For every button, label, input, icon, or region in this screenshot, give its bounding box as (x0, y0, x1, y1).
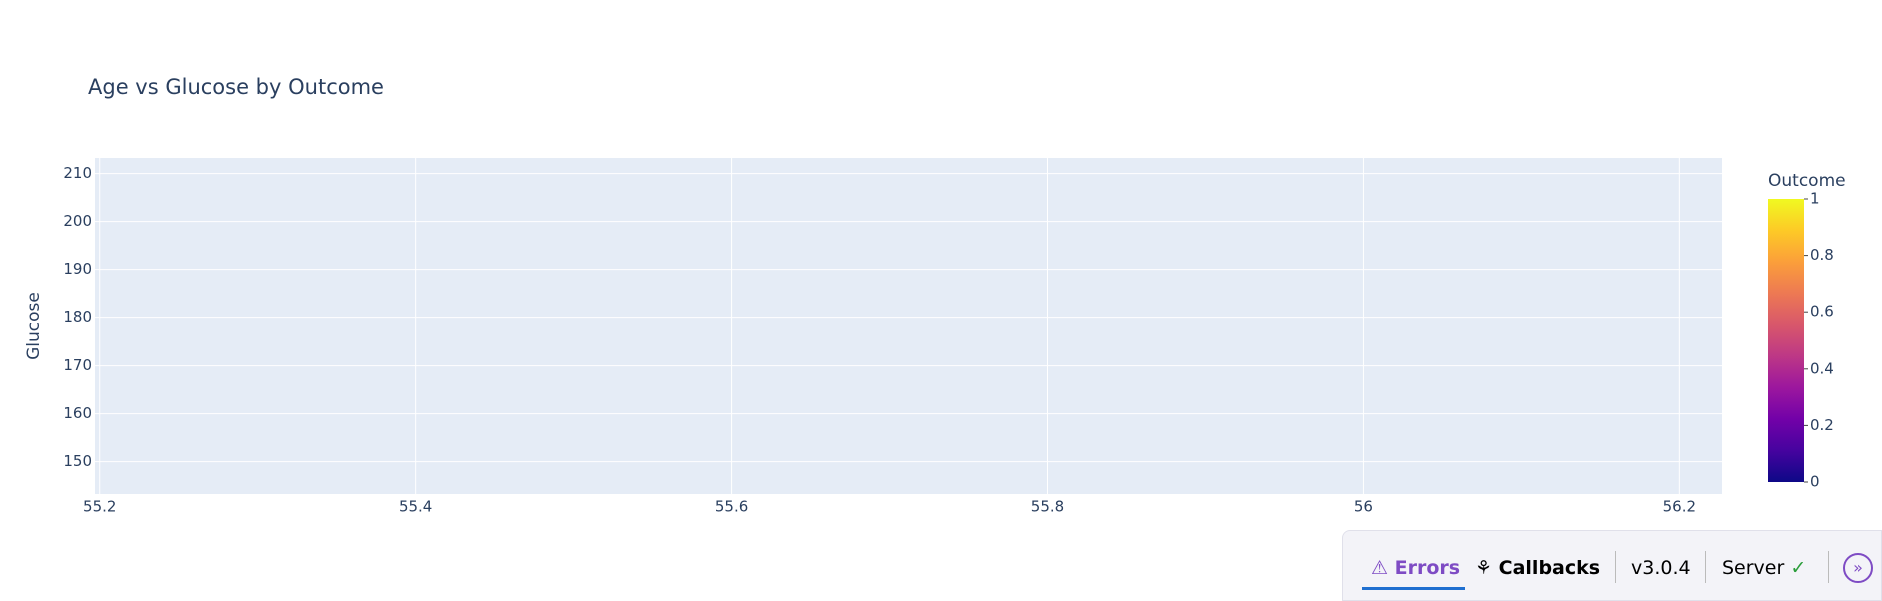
y-axis-title: Glucose (24, 292, 44, 360)
server-status[interactable]: Server ✓ (1722, 557, 1806, 579)
x-tick-label: 55.6 (715, 498, 748, 516)
x-tick-label: 56.2 (1663, 498, 1696, 516)
y-tick-label: 170 (63, 356, 92, 374)
x-tick-label: 55.2 (83, 498, 116, 516)
colorbar-title: Outcome (1768, 171, 1846, 191)
x-tick-label: 55.8 (1031, 498, 1064, 516)
plot-area (95, 158, 1722, 494)
y-tick-label: 180 (63, 308, 92, 326)
tab-underline (1362, 587, 1465, 590)
colorbar-tick-label: 0.4 (1810, 359, 1834, 377)
x-tick-label: 56 (1354, 498, 1373, 516)
y-tick-label: 190 (63, 260, 92, 278)
x-axis-title: Age (892, 529, 925, 530)
errors-tab[interactable]: ⚠ Errors (1371, 557, 1461, 579)
y-tick-label: 200 (63, 212, 92, 230)
version: v3.0.4 (1631, 557, 1691, 579)
server-label: Server (1722, 557, 1785, 579)
colorbar-tick-label: 1 (1810, 190, 1820, 208)
colorbar-tick-label: 0.8 (1810, 246, 1834, 264)
collapse-button[interactable]: » (1843, 553, 1873, 583)
callbacks-label: Callbacks (1498, 557, 1601, 579)
y-tick-label: 150 (63, 452, 92, 470)
x-tick-label: 55.4 (399, 498, 432, 516)
callbacks-tab[interactable]: ⚘ Callbacks (1475, 557, 1601, 579)
debug-bar: ⚠ Errors ⚘ Callbacks v3.0.4 Server ✓ » (1342, 530, 1882, 601)
colorbar-tick-label: 0.2 (1810, 416, 1834, 434)
separator (1828, 551, 1829, 583)
colorbar-tick-label: 0.6 (1810, 303, 1834, 321)
y-tick-label: 210 (63, 164, 92, 182)
colorbar-tick-label: 0 (1810, 473, 1820, 491)
y-tick-label: 160 (63, 404, 92, 422)
server-ok-icon: ✓ (1790, 557, 1807, 579)
separator (1615, 551, 1616, 583)
chart: Age vs Glucose by Outcome Age Glucose Ou… (24, 75, 1846, 530)
separator (1705, 551, 1706, 583)
colorbar (1768, 199, 1804, 482)
chart-title: Age vs Glucose by Outcome (88, 75, 384, 99)
errors-label: Errors (1394, 557, 1461, 579)
